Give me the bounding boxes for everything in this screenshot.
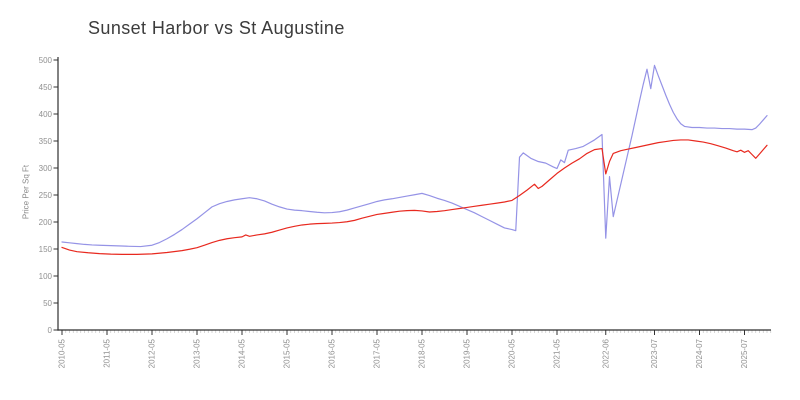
y-tick-label: 150 xyxy=(39,245,53,254)
y-tick-label: 50 xyxy=(43,299,52,308)
x-tick-label: 2022-06 xyxy=(601,338,610,368)
y-tick-label: 0 xyxy=(48,326,53,335)
y-tick-label: 250 xyxy=(39,191,53,200)
x-tick-label: 2017-05 xyxy=(373,338,382,368)
x-tick-label: 2023-07 xyxy=(650,338,659,368)
x-tick-label: 2018-05 xyxy=(418,338,427,368)
x-tick-label: 2012-05 xyxy=(148,338,157,368)
chart-title: Sunset Harbor vs St Augustine xyxy=(88,18,345,38)
y-tick-label: 450 xyxy=(39,83,53,92)
x-tick-label: 2020-05 xyxy=(508,338,517,368)
x-tick-label: 2014-05 xyxy=(238,338,247,368)
series-line-sunset-harbor xyxy=(61,64,768,248)
y-tick-label: 500 xyxy=(39,56,53,65)
y-tick-label: 200 xyxy=(39,218,53,227)
y-tick-label: 350 xyxy=(39,137,53,146)
x-tick-label: 2021-05 xyxy=(553,338,562,368)
x-tick-label: 2015-05 xyxy=(283,338,292,368)
x-tick-label: 2010-05 xyxy=(58,338,67,368)
y-tick-label: 400 xyxy=(39,110,53,119)
y-axis-title: Price Per Sq Ft xyxy=(21,164,31,220)
y-tick-label: 100 xyxy=(39,272,53,281)
x-tick-label: 2011-05 xyxy=(103,338,112,367)
series-line-st-augustine xyxy=(61,139,768,255)
x-tick-label: 2013-05 xyxy=(193,338,202,368)
x-tick-label: 2019-05 xyxy=(463,338,472,368)
x-tick-label: 2025-07 xyxy=(740,338,749,368)
y-tick-label: 300 xyxy=(39,164,53,173)
x-tick-label: 2016-05 xyxy=(328,338,337,368)
x-tick-label: 2024-07 xyxy=(695,338,704,368)
